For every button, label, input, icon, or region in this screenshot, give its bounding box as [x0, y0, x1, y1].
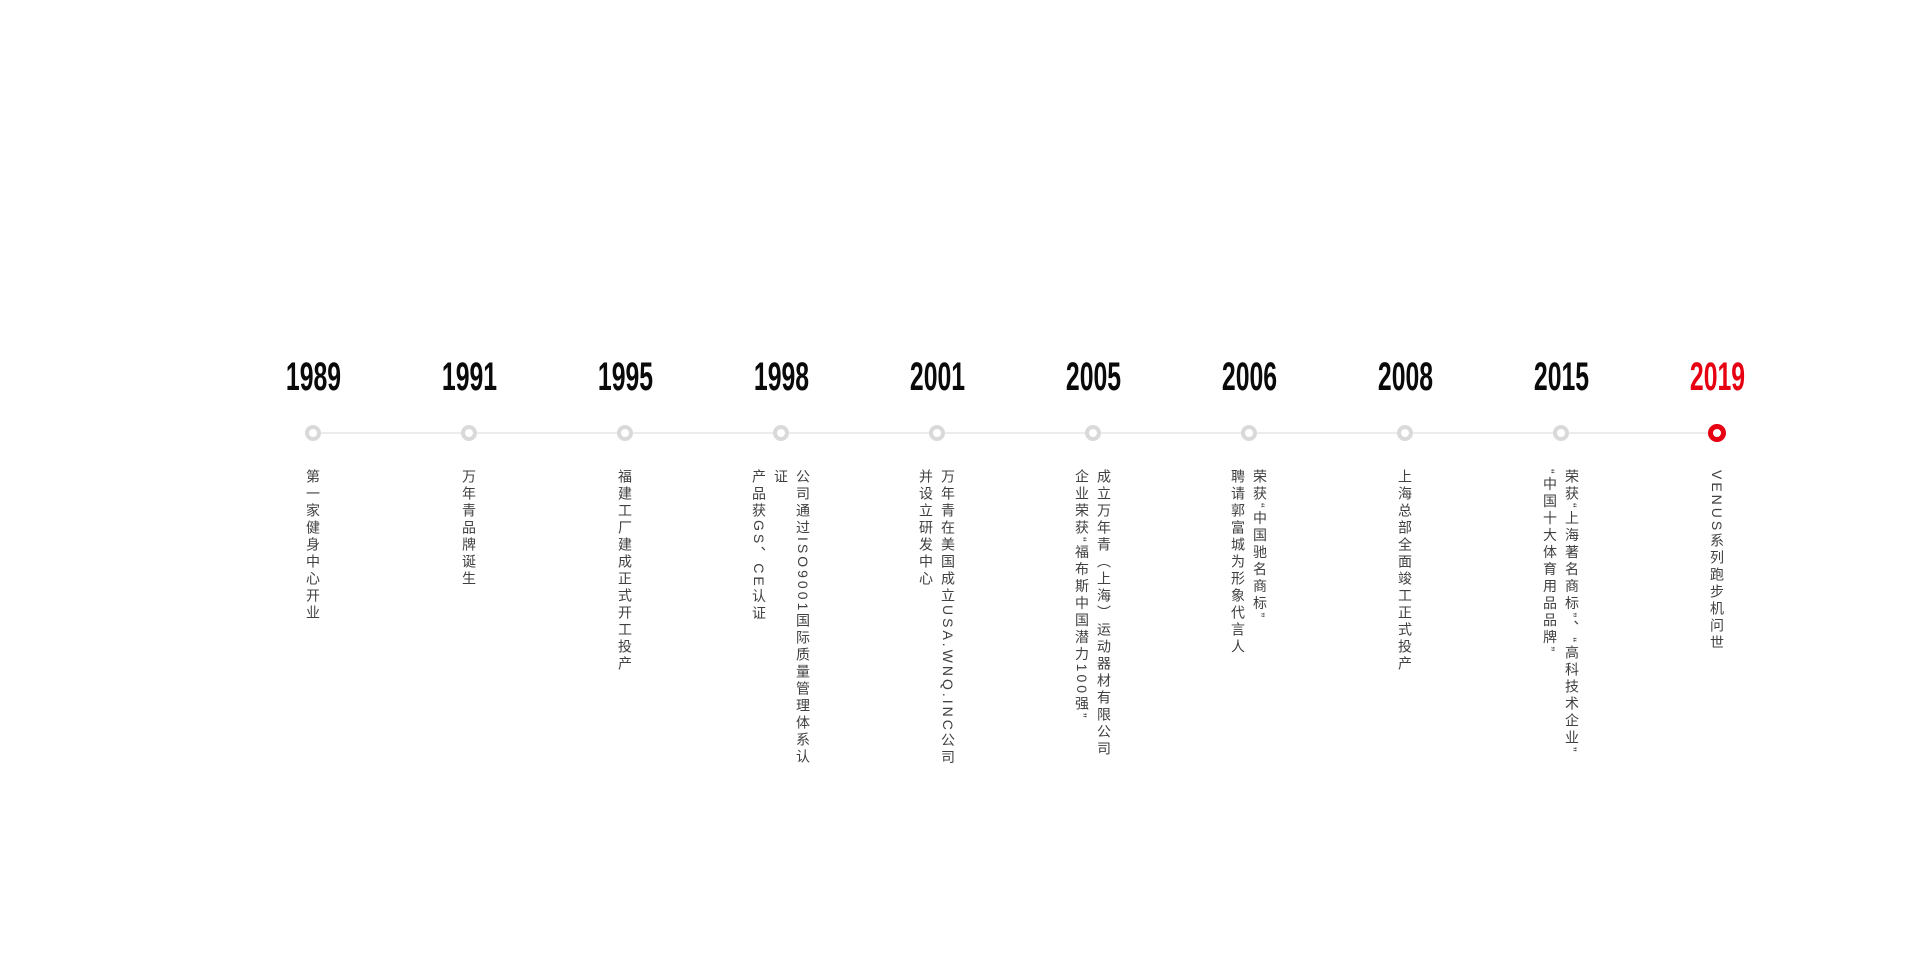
timeline-event-description: 成立万年青（上海）运动器材有限公司 企业荣获“福布斯中国潜力100强”	[1071, 469, 1115, 769]
timeline-event-text-column: 企业荣获“福布斯中国潜力100强”	[1074, 469, 1090, 721]
timeline-event: 2019 VENUS系列跑步机问世	[1639, 350, 1795, 770]
timeline-node-circle[interactable]	[1085, 425, 1101, 441]
timeline-year-text: 2015	[1533, 355, 1589, 399]
timeline-year-text: 2008	[1377, 355, 1433, 399]
timeline-event: 1989 第一家健身中心开业	[235, 350, 391, 770]
timeline-event-text-column: 万年青品牌诞生	[461, 469, 477, 588]
timeline-event: 2006 荣获“中国驰名商标” 聘请郭富城为形象代言人	[1171, 350, 1327, 770]
timeline-event-description: 万年青品牌诞生	[458, 469, 480, 769]
timeline-event-text-column: “中国十大体育用品品牌”	[1542, 469, 1558, 655]
timeline-year-label: 2015	[1517, 350, 1606, 404]
timeline-event: 2008 上海总部全面竣工正式投产	[1327, 350, 1483, 770]
timeline-year-text: 2019	[1689, 355, 1745, 399]
timeline-year-text: 1991	[441, 355, 497, 399]
timeline-event-text-column: 并设立研发中心	[918, 469, 934, 588]
timeline-event-description: 荣获“中国驰名商标” 聘请郭富城为形象代言人	[1227, 469, 1271, 769]
timeline-event-text-column: 公司通过ISO9001国际质量管理体系认证	[773, 469, 811, 767]
timeline-event-text-column: 第一家健身中心开业	[305, 469, 321, 622]
timeline-node-circle[interactable]	[1553, 425, 1569, 441]
timeline-year-text: 2001	[909, 355, 965, 399]
timeline-year-label: 1991	[425, 350, 514, 404]
timeline-axis-line	[313, 432, 1717, 434]
timeline-event-description: 第一家健身中心开业	[302, 469, 324, 769]
timeline-event-description: 福建工厂建成正式开工投产	[614, 469, 636, 769]
timeline-event-text-column: 福建工厂建成正式开工投产	[617, 469, 633, 673]
timeline-node-circle[interactable]	[617, 425, 633, 441]
timeline-year-text: 2005	[1065, 355, 1121, 399]
timeline-event-description: 上海总部全面竣工正式投产	[1394, 469, 1416, 769]
timeline-year-text: 1995	[597, 355, 653, 399]
timeline-event: 1998 公司通过ISO9001国际质量管理体系认证 产品获GS、CE认证	[703, 350, 859, 770]
timeline-event-text-column: 产品获GS、CE认证	[751, 469, 767, 623]
timeline-event-description: 万年青在美国成立USA.WNQ.INC公司 并设立研发中心	[915, 469, 959, 769]
timeline-node-circle[interactable]	[305, 425, 321, 441]
timeline-event-description: VENUS系列跑步机问世	[1706, 470, 1728, 770]
timeline-event-description: 公司通过ISO9001国际质量管理体系认证 产品获GS、CE认证	[748, 469, 814, 769]
timeline-event-description: 荣获“上海著名商标”、“高科技术企业” “中国十大体育用品品牌”	[1539, 469, 1583, 769]
history-timeline: 1989 第一家健身中心开业 1991 万年青品牌诞生 1995 福建工厂建成正…	[235, 350, 1795, 770]
timeline-year-label: 2008	[1361, 350, 1450, 404]
timeline-node-circle[interactable]	[773, 425, 789, 441]
timeline-year-label: 1989	[269, 350, 358, 404]
timeline-year-label: 1998	[737, 350, 826, 404]
timeline-node-circle[interactable]	[1241, 425, 1257, 441]
timeline-event-text-column: 荣获“中国驰名商标”	[1252, 469, 1268, 621]
timeline-year-label: 2005	[1049, 350, 1138, 404]
timeline-year-text: 1989	[285, 355, 341, 399]
timeline-node-circle[interactable]	[929, 425, 945, 441]
timeline-event: 2015 荣获“上海著名商标”、“高科技术企业” “中国十大体育用品品牌”	[1483, 350, 1639, 770]
timeline-year-label: 2001	[893, 350, 982, 404]
timeline-event-text-column: 上海总部全面竣工正式投产	[1397, 469, 1413, 673]
timeline-event-text-column: 万年青在美国成立USA.WNQ.INC公司	[940, 469, 956, 767]
timeline-node-circle[interactable]	[1708, 424, 1726, 442]
timeline-node-circle[interactable]	[1397, 425, 1413, 441]
timeline-event-text-column: 荣获“上海著名商标”、“高科技术企业”	[1564, 469, 1580, 755]
timeline-year-label: 2006	[1205, 350, 1294, 404]
timeline-items: 1989 第一家健身中心开业 1991 万年青品牌诞生 1995 福建工厂建成正…	[235, 350, 1795, 770]
timeline-event: 2005 成立万年青（上海）运动器材有限公司 企业荣获“福布斯中国潜力100强”	[1015, 350, 1171, 770]
timeline-event-text-column: 成立万年青（上海）运动器材有限公司	[1096, 469, 1112, 758]
timeline-event: 2001 万年青在美国成立USA.WNQ.INC公司 并设立研发中心	[859, 350, 1015, 770]
timeline-year-text: 1998	[753, 355, 809, 399]
timeline-event-text-column: 聘请郭富城为形象代言人	[1230, 469, 1246, 656]
timeline-event: 1995 福建工厂建成正式开工投产	[547, 350, 703, 770]
timeline-event-text-column: VENUS系列跑步机问世	[1709, 470, 1725, 653]
timeline-year-label: 1995	[581, 350, 670, 404]
timeline-year-label: 2019	[1673, 350, 1762, 404]
timeline-event: 1991 万年青品牌诞生	[391, 350, 547, 770]
timeline-node-circle[interactable]	[461, 425, 477, 441]
timeline-year-text: 2006	[1221, 355, 1277, 399]
